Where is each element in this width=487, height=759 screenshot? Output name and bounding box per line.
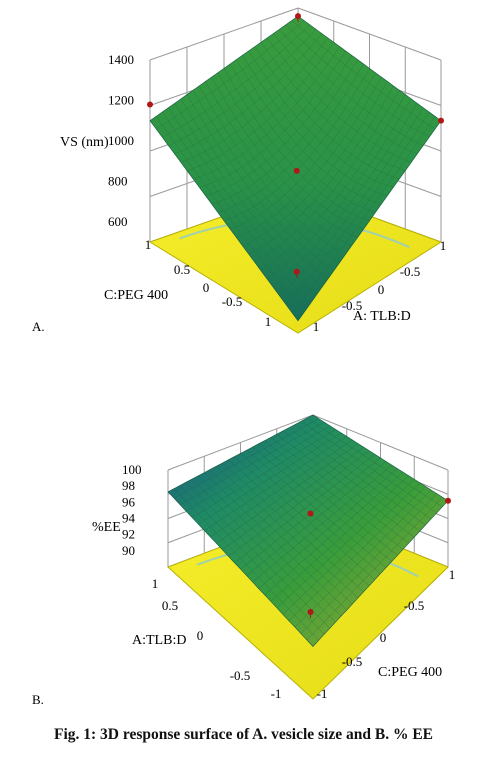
z-tick-label: 92 xyxy=(122,527,135,542)
panel-a-z-ticks: 1400 1200 1000 800 600 xyxy=(108,52,134,229)
figure-caption: Fig. 1: 3D response surface of A. vesicl… xyxy=(53,726,433,743)
design-point xyxy=(438,117,444,124)
left-axis-tick-label: 1 xyxy=(145,237,152,252)
z-tick-label: 90 xyxy=(122,543,135,558)
right-axis-tick-label: 0 xyxy=(380,630,387,645)
design-point xyxy=(293,167,300,174)
panel-a-design-points xyxy=(147,13,444,278)
panel-b-left-axis-ticks: 10.5 0 -0.5 -1 xyxy=(152,576,282,701)
panel-a-right-axis-ticks: 1 -0.5 0 -0.5 1 xyxy=(313,238,447,334)
panel-a-z-axis-label: VS (nm) xyxy=(60,135,109,150)
z-tick-label: 100 xyxy=(122,462,142,477)
right-axis-tick-label: -0.5 xyxy=(342,654,363,669)
right-axis-tick-label: 1 xyxy=(449,567,456,582)
z-tick-label: 1400 xyxy=(108,52,134,67)
z-tick-label: 600 xyxy=(108,214,128,229)
left-axis-tick-label: 0.5 xyxy=(162,598,178,613)
right-axis-tick-label: -1 xyxy=(317,686,328,701)
left-axis-tick-label: -0.5 xyxy=(230,668,251,683)
panel-b-label: B. xyxy=(32,692,44,707)
z-tick-label: 94 xyxy=(122,511,136,526)
left-axis-tick-label: 0 xyxy=(197,628,204,643)
panel-b-right-axis-ticks: 1 -0.5 0 -0.5 -1 xyxy=(317,567,456,701)
panel-a-right-axis-label: A: TLB:D xyxy=(353,309,411,324)
left-axis-tick-label: -1 xyxy=(271,686,282,701)
panel-a-label: A. xyxy=(32,319,45,334)
panel-a: VS (nm) 1400 1200 1000 800 600 1 0.5 0 -0.5 1 1 -… xyxy=(32,7,447,334)
left-axis-tick-label: 1 xyxy=(265,314,272,329)
z-tick-label: 1200 xyxy=(108,92,134,107)
left-axis-tick-label: 0 xyxy=(203,280,210,295)
panel-a-left-axis-ticks: 1 0.5 0 -0.5 1 xyxy=(145,237,272,329)
right-axis-tick-label: 1 xyxy=(313,319,320,334)
right-axis-tick-label: -0.5 xyxy=(342,298,363,313)
z-tick-label: 98 xyxy=(122,478,135,493)
design-point xyxy=(147,101,153,108)
right-axis-tick-label: 1 xyxy=(440,238,447,253)
panel-b-z-axis-label: %EE xyxy=(92,520,121,535)
left-axis-tick-label: 1 xyxy=(152,576,159,591)
design-point xyxy=(307,510,314,517)
right-axis-tick-label: -0.5 xyxy=(404,598,425,613)
left-axis-tick-label: -0.5 xyxy=(222,294,243,309)
right-axis-tick-label: 0 xyxy=(378,282,385,297)
left-axis-tick-label: 0.5 xyxy=(174,262,190,277)
right-axis-tick-label: -0.5 xyxy=(400,264,421,279)
design-point xyxy=(445,497,451,504)
panel-b-design-points xyxy=(307,497,451,618)
panel-a-left-axis-label: C:PEG 400 xyxy=(104,288,168,303)
z-tick-label: 96 xyxy=(122,494,136,509)
panel-b-right-axis-label: C:PEG 400 xyxy=(378,665,442,680)
z-tick-label: 1000 xyxy=(108,133,134,148)
panel-b-left-axis-label: A:TLB:D xyxy=(132,633,186,648)
z-tick-label: 800 xyxy=(108,173,128,188)
